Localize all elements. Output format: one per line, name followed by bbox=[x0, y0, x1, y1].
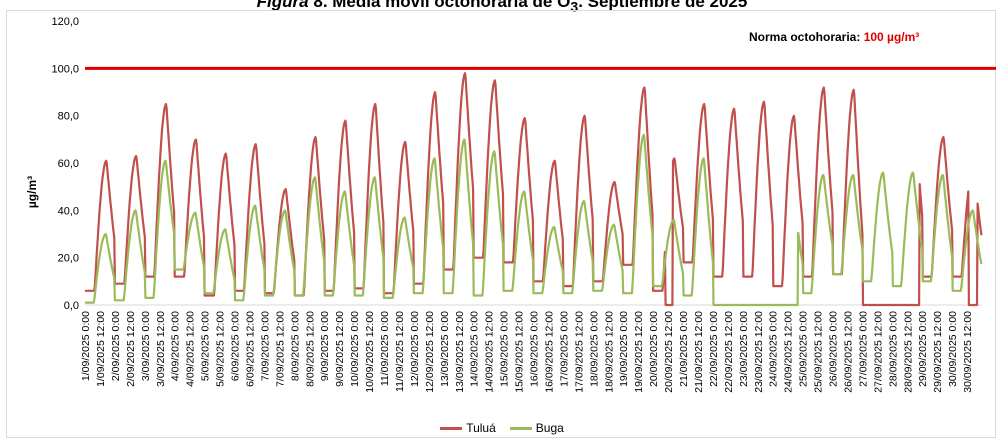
legend-swatch-buga bbox=[509, 426, 532, 430]
x-tick-label: 7/09/2025 0:00 bbox=[259, 311, 271, 381]
x-tick-label: 6/09/2025 0:00 bbox=[230, 311, 242, 381]
y-tick-label: 40,0 bbox=[58, 205, 79, 217]
legend: Tuluá Buga bbox=[0, 421, 1004, 435]
x-tick-label: 23/09/2025 0:00 bbox=[738, 311, 750, 387]
y-tick-label: 0,0 bbox=[64, 300, 79, 312]
x-tick-label: 14/09/2025 12:00 bbox=[484, 311, 496, 393]
x-tick-label: 17/09/2025 12:00 bbox=[573, 311, 585, 393]
x-tick-label: 8/09/2025 12:00 bbox=[304, 311, 316, 387]
x-tick-label: 21/09/2025 0:00 bbox=[678, 311, 690, 387]
x-tick-label: 24/09/2025 12:00 bbox=[783, 311, 795, 393]
y-tick-label: 80,0 bbox=[58, 111, 79, 123]
legend-swatch-tulua bbox=[440, 426, 463, 430]
x-tick-label: 24/09/2025 0:00 bbox=[768, 311, 780, 387]
x-tick-label: 5/09/2025 0:00 bbox=[200, 311, 212, 381]
x-tick-label: 7/09/2025 12:00 bbox=[274, 311, 286, 387]
x-tick-label: 15/09/2025 0:00 bbox=[499, 311, 511, 387]
x-tick-label: 17/09/2025 0:00 bbox=[558, 311, 570, 387]
x-tick-label: 25/09/2025 0:00 bbox=[798, 311, 810, 387]
x-tick-label: 29/09/2025 0:00 bbox=[917, 311, 929, 387]
x-tick-label: 4/09/2025 12:00 bbox=[185, 311, 197, 387]
x-tick-label: 3/09/2025 12:00 bbox=[155, 311, 167, 387]
x-tick-label: 22/09/2025 0:00 bbox=[708, 311, 720, 387]
chart-title: Figura 8. Media móvil octohoraria de O3.… bbox=[256, 0, 748, 16]
x-tick-label: 6/09/2025 12:00 bbox=[244, 311, 256, 387]
series-line-buga bbox=[84, 133, 983, 307]
y-tick-label: 100,0 bbox=[51, 63, 79, 75]
x-tick-label: 26/09/2025 0:00 bbox=[828, 311, 840, 387]
x-tick-label: 19/09/2025 12:00 bbox=[633, 311, 645, 393]
x-tick-label: 3/09/2025 0:00 bbox=[140, 311, 152, 381]
x-tick-label: 18/09/2025 12:00 bbox=[603, 311, 615, 393]
x-tick-label: 29/09/2025 12:00 bbox=[932, 311, 944, 393]
x-tick-label: 21/09/2025 12:00 bbox=[693, 311, 705, 393]
x-tick-label: 25/09/2025 12:00 bbox=[813, 311, 825, 393]
x-tick-label: 18/09/2025 0:00 bbox=[588, 311, 600, 387]
x-tick-label: 16/09/2025 12:00 bbox=[543, 311, 555, 393]
x-tick-label: 28/09/2025 0:00 bbox=[887, 311, 899, 387]
x-tick-label: 23/09/2025 12:00 bbox=[753, 311, 765, 393]
x-tick-label: 20/09/2025 0:00 bbox=[648, 311, 660, 387]
x-tick-label: 13/09/2025 12:00 bbox=[454, 311, 466, 393]
x-tick-label: 1/09/2025 0:00 bbox=[80, 311, 92, 381]
x-tick-label: 10/09/2025 12:00 bbox=[364, 311, 376, 393]
legend-item-buga: Buga bbox=[509, 421, 564, 435]
x-tick-label: 14/09/2025 0:00 bbox=[469, 311, 481, 387]
x-tick-label: 8/09/2025 0:00 bbox=[289, 311, 301, 381]
x-tick-label: 10/09/2025 0:00 bbox=[349, 311, 361, 387]
x-tick-label: 13/09/2025 0:00 bbox=[439, 311, 451, 387]
x-tick-label: 12/09/2025 12:00 bbox=[424, 311, 436, 393]
x-tick-label: 9/09/2025 0:00 bbox=[319, 311, 331, 381]
x-tick-label: 11/09/2025 0:00 bbox=[379, 311, 391, 386]
x-tick-label: 12/09/2025 0:00 bbox=[409, 311, 421, 387]
x-tick-label: 11/09/2025 12:00 bbox=[394, 311, 406, 392]
y-tick-label: 60,0 bbox=[58, 158, 79, 170]
x-tick-label: 30/09/2025 12:00 bbox=[962, 311, 974, 393]
x-tick-label: 20/09/2025 12:00 bbox=[663, 311, 675, 393]
x-tick-label: 16/09/2025 0:00 bbox=[529, 311, 541, 387]
x-tick-label: 2/09/2025 0:00 bbox=[110, 311, 122, 381]
y-tick-label: 20,0 bbox=[58, 253, 79, 265]
norma-annotation: Norma octohoraria: 100 µg/m³ bbox=[749, 30, 920, 44]
x-tick-label: 28/09/2025 12:00 bbox=[902, 311, 914, 393]
x-tick-label: 19/09/2025 0:00 bbox=[618, 311, 630, 387]
y-tick-label: 120,0 bbox=[51, 16, 79, 28]
legend-item-tulua: Tuluá bbox=[440, 421, 496, 435]
x-tick-label: 2/09/2025 12:00 bbox=[125, 311, 137, 387]
chart-frame bbox=[6, 10, 996, 438]
x-tick-label: 5/09/2025 12:00 bbox=[215, 311, 227, 387]
x-tick-label: 30/09/2025 0:00 bbox=[947, 311, 959, 387]
series-line-tulua bbox=[84, 72, 983, 307]
y-axis-label: µg/m³ bbox=[25, 175, 39, 209]
x-tick-label: 9/09/2025 12:00 bbox=[334, 311, 346, 387]
x-tick-label: 1/09/2025 12:00 bbox=[95, 311, 107, 387]
x-tick-label: 26/09/2025 12:00 bbox=[842, 311, 854, 393]
x-tick-label: 15/09/2025 12:00 bbox=[514, 311, 526, 393]
x-tick-label: 4/09/2025 0:00 bbox=[170, 311, 182, 381]
x-tick-label: 27/09/2025 12:00 bbox=[872, 311, 884, 393]
x-tick-label: 27/09/2025 0:00 bbox=[857, 311, 869, 387]
x-tick-label: 22/09/2025 12:00 bbox=[723, 311, 735, 393]
